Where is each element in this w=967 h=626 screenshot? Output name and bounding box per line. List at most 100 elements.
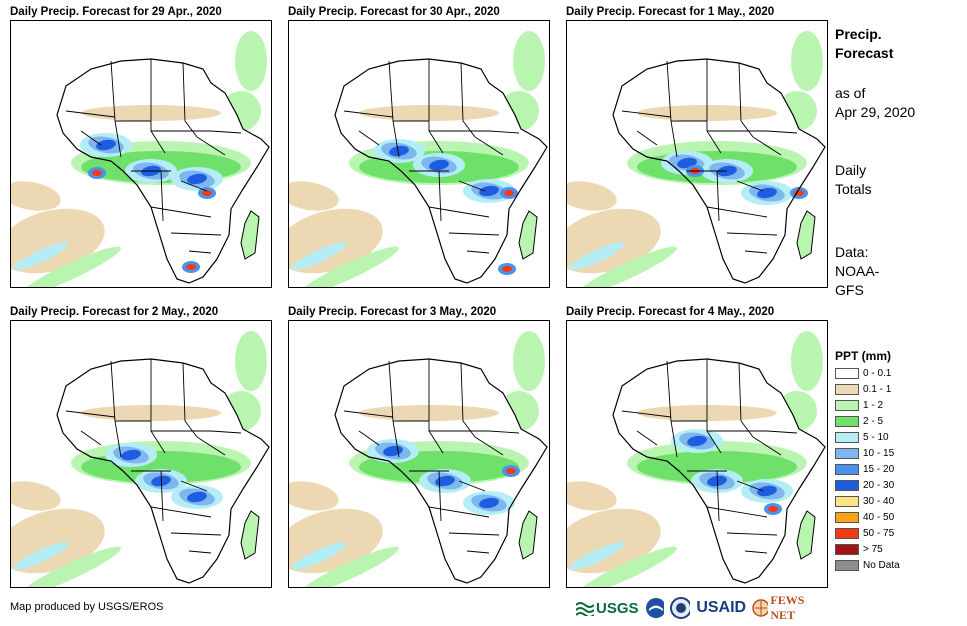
country-border	[188, 250, 212, 254]
country-border	[458, 180, 486, 192]
precip-area	[567, 181, 617, 211]
country-border	[180, 180, 208, 192]
data-source: Data: NOAA- GFS	[835, 243, 879, 300]
country-border	[716, 170, 720, 222]
country-border	[210, 130, 242, 134]
legend-item: 5 - 10	[835, 429, 900, 445]
coastline	[334, 358, 548, 584]
country-border	[438, 470, 442, 522]
country-border	[736, 180, 764, 192]
country-border	[65, 410, 116, 418]
side-title: Precip. Forecast	[835, 25, 893, 63]
precip-area	[479, 185, 499, 197]
precip-area	[577, 246, 677, 287]
precip-area	[567, 481, 617, 511]
map-canvas	[289, 31, 548, 287]
legend-item: 10 - 15	[835, 445, 900, 461]
ppt-legend: PPT (mm) 0 - 0.1 0.1 - 1 1 - 2 2 - 5 5 - 10 1…	[835, 347, 900, 573]
legend-swatch	[835, 431, 859, 443]
country-border	[474, 436, 504, 456]
legend-swatch	[835, 415, 859, 427]
country-border	[210, 430, 242, 434]
legend-label: 50 - 75	[863, 527, 895, 539]
legend-swatch	[835, 527, 859, 539]
precip-area	[202, 190, 212, 196]
precip-area	[186, 264, 196, 270]
madagascar-shape	[796, 210, 816, 260]
country-border	[80, 130, 102, 146]
madagascar-shape	[518, 210, 538, 260]
precip-area	[637, 451, 797, 483]
precip-area	[11, 181, 61, 211]
legend-item: 15 - 20	[835, 461, 900, 477]
country-border	[343, 110, 394, 118]
legend-label: 2 - 5	[863, 415, 884, 427]
precip-area	[21, 546, 121, 587]
panel-title: Daily Precip. Forecast for 2 May., 2020	[10, 306, 219, 318]
fewsnet-globe-icon	[752, 599, 769, 617]
precip-area	[187, 491, 207, 503]
country-border	[716, 470, 720, 522]
map-credit: Map produced by USGS/EROS	[10, 601, 164, 613]
legend-swatch	[835, 559, 859, 571]
country-border	[170, 532, 222, 536]
legend-label: 40 - 50	[863, 511, 895, 523]
country-border	[766, 130, 798, 134]
country-border	[428, 206, 490, 218]
side-title-line2: Forecast	[835, 45, 894, 61]
legend-label: 10 - 15	[863, 447, 895, 459]
forecast-panel-2: Daily Precip. Forecast for 30 Apr., 2020	[288, 4, 550, 288]
precip-area	[513, 31, 545, 91]
country-border	[80, 430, 102, 446]
precip-map	[288, 20, 550, 288]
country-border	[726, 532, 778, 536]
forecast-panel-3: Daily Precip. Forecast for 1 May., 2020	[566, 4, 828, 288]
totals-label: Daily Totals	[835, 161, 872, 199]
legend-item: 0.1 - 1	[835, 381, 900, 397]
legend-item: 1 - 2	[835, 397, 900, 413]
precip-area	[577, 546, 677, 587]
country-border	[458, 480, 486, 492]
forecast-panel-4: Daily Precip. Forecast for 2 May., 2020	[10, 304, 272, 588]
country-border	[188, 550, 212, 554]
country-border	[182, 62, 198, 138]
precip-area	[299, 546, 399, 587]
country-border	[150, 506, 212, 518]
precip-area	[757, 485, 777, 497]
precip-map	[566, 20, 828, 288]
precip-area	[299, 246, 399, 287]
country-border	[488, 430, 520, 434]
country-border	[438, 170, 442, 222]
precip-area	[121, 449, 141, 461]
precip-area	[429, 159, 449, 171]
precip-area	[504, 190, 514, 196]
legend-item: 0 - 0.1	[835, 365, 900, 381]
data-line3: GFS	[835, 282, 864, 298]
side-title-line1: Precip.	[835, 26, 882, 42]
madagascar-shape	[518, 510, 538, 560]
as-of-date: as of Apr 29, 2020	[835, 84, 915, 122]
country-border	[460, 362, 476, 438]
legend-label: 20 - 30	[863, 479, 895, 491]
precip-area	[11, 508, 105, 574]
precip-area	[567, 508, 661, 574]
panel-title: Daily Precip. Forecast for 29 Apr., 2020	[10, 6, 222, 18]
country-border	[744, 250, 768, 254]
usgs-logo: USGS	[576, 600, 639, 617]
precip-area	[502, 266, 512, 272]
forecast-panel-5: Daily Precip. Forecast for 3 May., 2020	[288, 304, 550, 588]
legend-swatch	[835, 383, 859, 395]
panel-title: Daily Precip. Forecast for 4 May., 2020	[566, 306, 775, 318]
precip-area	[92, 170, 102, 176]
country-border	[738, 362, 754, 438]
precip-area	[687, 435, 707, 447]
legend-label: 0.1 - 1	[863, 383, 892, 395]
data-line1: Data:	[835, 244, 869, 260]
country-border	[160, 470, 164, 522]
country-border	[182, 362, 198, 438]
legend-item: > 75	[835, 541, 900, 557]
madagascar-shape	[240, 510, 260, 560]
country-border	[752, 436, 782, 456]
legend-label: 15 - 20	[863, 463, 895, 475]
map-canvas	[11, 31, 270, 287]
